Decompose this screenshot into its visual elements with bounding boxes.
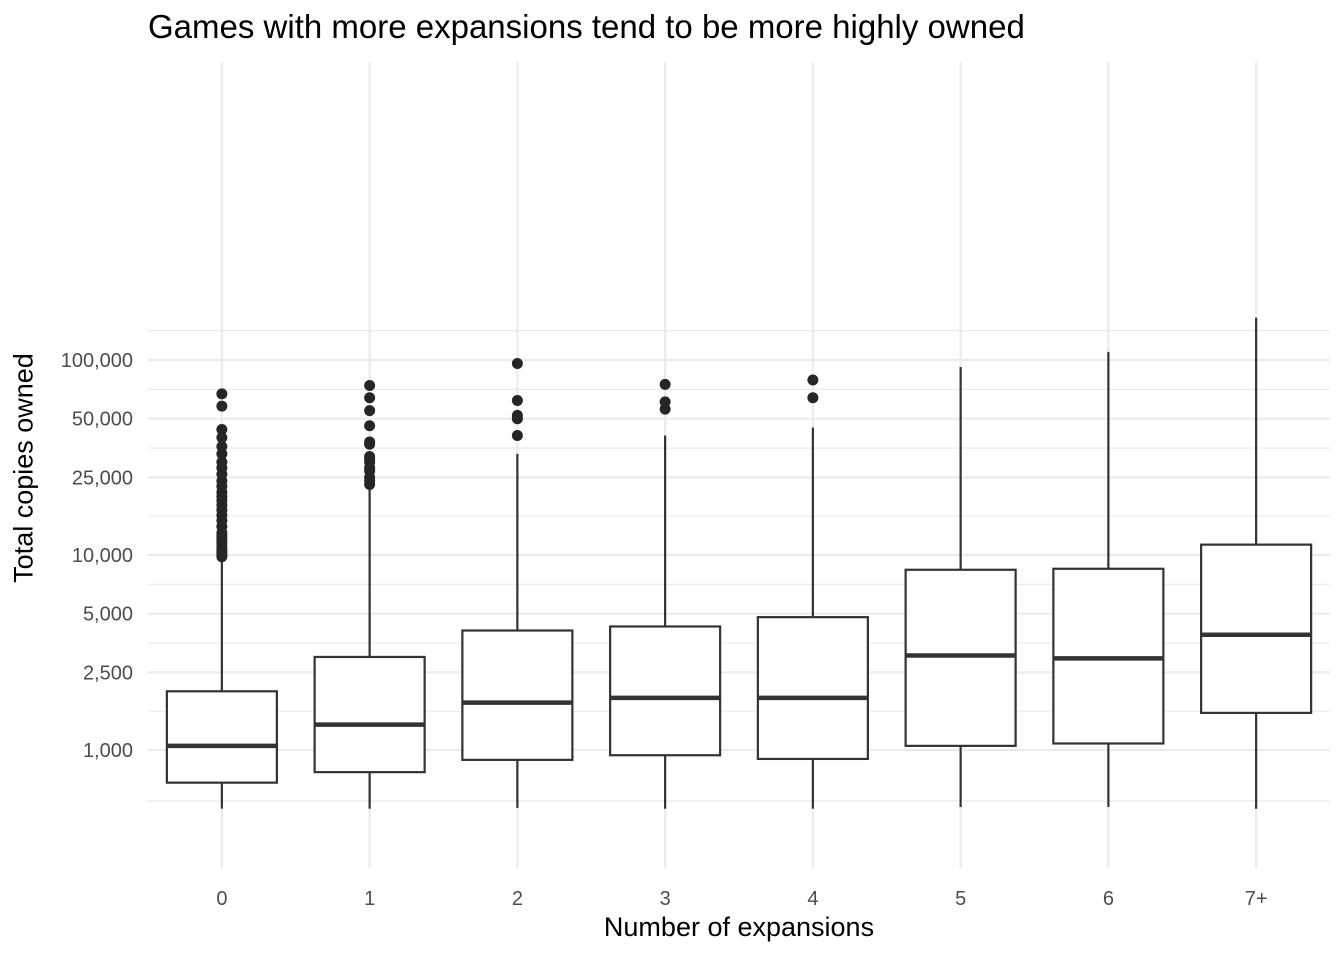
- outlier-point: [364, 392, 376, 404]
- x-tick-label: 1: [364, 888, 375, 910]
- box-3: [609, 378, 722, 809]
- y-tick-label: 100,000: [61, 350, 133, 372]
- box-4: [756, 374, 869, 809]
- box-0: [165, 388, 278, 809]
- x-axis-title: Number of expansions: [603, 912, 875, 942]
- chart-title: Games with more expansions tend to be mo…: [148, 8, 1025, 45]
- x-tick-label: 0: [216, 888, 227, 910]
- outlier-point: [807, 374, 819, 386]
- box-6: [1052, 351, 1165, 808]
- iqr-box: [904, 568, 1017, 747]
- outlier-point: [511, 394, 523, 406]
- iqr-box: [1052, 567, 1165, 745]
- iqr-box: [461, 629, 574, 761]
- y-tick-label: 2,500: [83, 662, 133, 684]
- outlier-point: [216, 400, 228, 412]
- box-5: [904, 367, 1017, 808]
- y-tick-label: 5,000: [83, 604, 133, 626]
- iqr-box: [1200, 543, 1313, 714]
- x-tick-label: 2: [512, 888, 523, 910]
- outlier-point: [364, 405, 376, 417]
- outlier-point: [807, 392, 819, 404]
- iqr-box: [756, 616, 869, 761]
- x-tick-label: 5: [955, 888, 966, 910]
- y-tick-label: 1,000: [83, 740, 133, 762]
- y-tick-label: 50,000: [72, 409, 133, 431]
- x-tick-label: 6: [1103, 888, 1114, 910]
- box-7+: [1200, 317, 1313, 809]
- outlier-point: [511, 430, 523, 442]
- axis-ticks: 1,000 2,500 5,000 10,000 25,000 50,000 100,000…: [61, 350, 1268, 910]
- y-tick-label: 10,000: [72, 545, 133, 567]
- outlier-point: [364, 420, 376, 432]
- outlier-point: [659, 396, 671, 408]
- outlier-point: [216, 441, 228, 453]
- outlier-point: [364, 450, 376, 462]
- outlier-point: [511, 357, 523, 369]
- outlier-point: [216, 432, 228, 444]
- iqr-box: [313, 655, 426, 774]
- y-tick-label: 25,000: [72, 467, 133, 489]
- box-1: [313, 379, 426, 809]
- iqr-box: [609, 625, 722, 757]
- x-tick-label: 4: [807, 888, 818, 910]
- outlier-point: [216, 424, 228, 436]
- iqr-box: [165, 690, 278, 784]
- outlier-point: [364, 379, 376, 391]
- outlier-point: [659, 378, 671, 390]
- outlier-point: [216, 456, 228, 468]
- outlier-point: [216, 388, 228, 400]
- outlier-point: [364, 436, 376, 448]
- x-tick-label: 7+: [1245, 888, 1268, 910]
- box-series: [165, 317, 1313, 809]
- x-tick-label: 3: [660, 888, 671, 910]
- outlier-point: [511, 409, 523, 421]
- box-2: [461, 357, 574, 808]
